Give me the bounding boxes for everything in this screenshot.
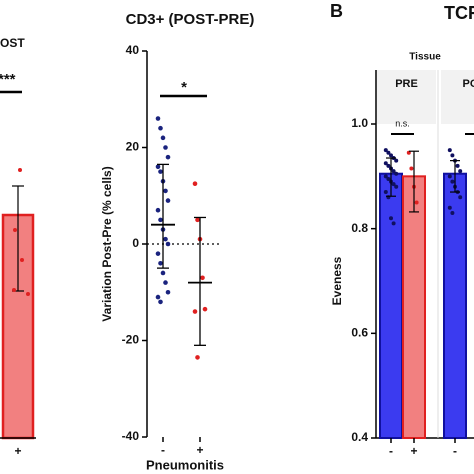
point (386, 150, 391, 155)
point (155, 251, 161, 256)
point (200, 275, 205, 281)
point (391, 169, 396, 174)
point (165, 241, 171, 247)
bar (379, 172, 403, 439)
point (450, 179, 455, 184)
legend-title: Tissue (409, 52, 441, 63)
point (447, 205, 452, 210)
point (155, 294, 161, 300)
point (158, 169, 163, 174)
point (165, 198, 171, 203)
point (391, 182, 396, 187)
point (394, 158, 399, 163)
point (383, 174, 388, 179)
point (391, 221, 396, 226)
point (447, 148, 452, 153)
point (386, 176, 391, 181)
point (458, 169, 463, 174)
x-tick-label: - (453, 444, 457, 458)
x-axis-label: Pneumonitis (146, 457, 224, 472)
point (165, 289, 171, 295)
x-tick-label: + (14, 444, 21, 458)
y-tick-label: 20 (126, 140, 140, 154)
point (447, 174, 452, 179)
chart-title: CD3+ (POST-PRE) (126, 11, 255, 28)
point (163, 236, 168, 242)
point (160, 270, 166, 276)
bar (402, 175, 426, 439)
y-axis-label: Variation Post-Pre (% cells) (100, 166, 114, 321)
point (192, 181, 198, 186)
bar (443, 172, 467, 439)
point (389, 216, 393, 221)
y-tick-label: 40 (126, 43, 140, 57)
y-tick-label: 0.4 (351, 430, 368, 444)
point (163, 280, 168, 285)
point (155, 116, 161, 121)
y-tick-label: -20 (122, 333, 140, 347)
x-tick-label: - (161, 443, 165, 457)
y-axis-label: Eveness (330, 256, 344, 305)
point (450, 153, 455, 158)
fragment-points (12, 168, 30, 296)
point (202, 306, 208, 312)
point (165, 154, 171, 160)
x-tick-label: + (196, 443, 203, 457)
panel-label: B (330, 1, 343, 21)
point (450, 210, 455, 215)
point (158, 299, 163, 305)
y-tick-label: -40 (122, 429, 140, 443)
point (455, 163, 460, 168)
y-tick-label: 0.8 (351, 221, 368, 235)
point (158, 125, 163, 131)
x-tick-label: - (389, 444, 393, 458)
facet-header (377, 70, 436, 124)
y-tick-label: 0 (132, 236, 139, 250)
point (195, 355, 200, 360)
x-tick-label: + (410, 444, 417, 458)
point (386, 163, 391, 168)
chart-title: TCR (444, 3, 474, 23)
point (192, 309, 198, 314)
significance: n.s. (395, 118, 410, 128)
point (389, 153, 393, 158)
facet-label: PRE (395, 78, 418, 90)
significance: *** (0, 71, 16, 88)
point (155, 164, 161, 170)
y-tick-label: 1.0 (351, 116, 368, 130)
point (163, 145, 168, 150)
significance: * (181, 79, 187, 96)
point (394, 171, 399, 176)
point (195, 217, 200, 223)
point (155, 207, 161, 213)
y-tick-label: 0.6 (351, 326, 368, 340)
point (383, 190, 388, 195)
point (163, 188, 168, 194)
fragment-title: OST (0, 36, 25, 50)
facet-header (441, 70, 474, 124)
point (383, 161, 388, 166)
point (409, 166, 414, 171)
point (394, 184, 399, 189)
point (414, 200, 419, 205)
point (383, 148, 388, 153)
facet-label: PO (463, 78, 474, 90)
point (458, 195, 463, 200)
point (160, 135, 166, 141)
point (158, 217, 163, 223)
point (158, 261, 163, 266)
